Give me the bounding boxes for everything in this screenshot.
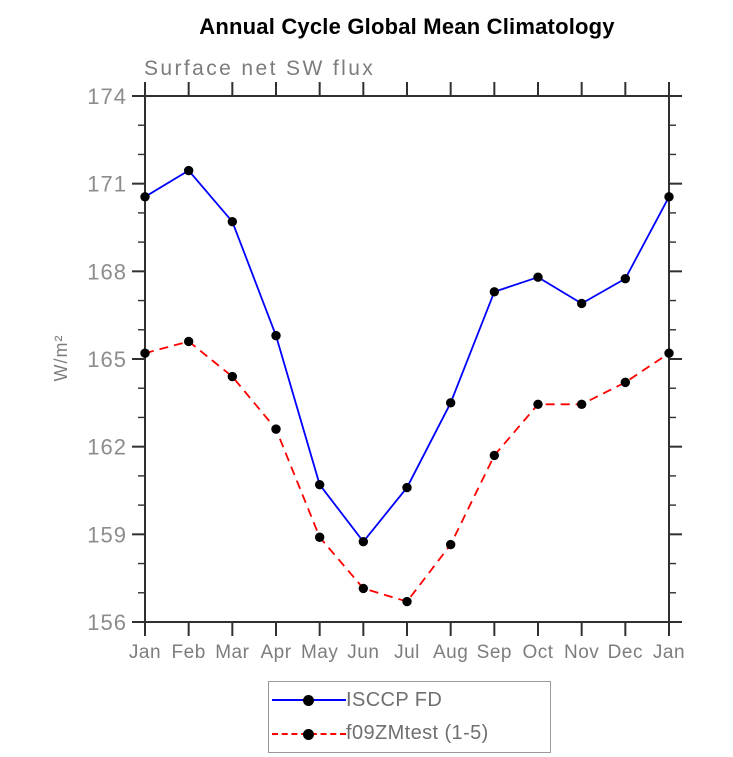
data-point-marker-s0 bbox=[489, 287, 500, 297]
data-point-marker-s0 bbox=[664, 192, 674, 202]
x-tick-label: Aug bbox=[433, 642, 468, 663]
x-tick-label: Apr bbox=[260, 642, 291, 663]
data-point-marker-s1 bbox=[576, 399, 587, 409]
data-point-marker-s0 bbox=[445, 398, 456, 408]
x-tick-label: Oct bbox=[522, 642, 553, 663]
data-point-marker-s1 bbox=[271, 424, 281, 434]
x-tick-label: Nov bbox=[564, 642, 599, 663]
x-tick-label: May bbox=[301, 642, 338, 663]
data-point-marker-s1 bbox=[620, 377, 631, 388]
data-point-marker-s0 bbox=[620, 273, 631, 284]
data-point-marker-s0 bbox=[358, 536, 369, 547]
data-point-marker-s0 bbox=[533, 272, 543, 282]
series-line-1 bbox=[144, 340, 670, 603]
y-tick-label: 168 bbox=[87, 259, 127, 284]
data-point-marker-s0 bbox=[271, 330, 281, 341]
data-point-marker-s1 bbox=[445, 539, 456, 550]
chart-subtitle: Surface net SW flux bbox=[144, 57, 376, 80]
data-point-marker-s1 bbox=[533, 399, 543, 409]
x-tick-label: Feb bbox=[172, 642, 206, 663]
data-point-marker-s1 bbox=[489, 450, 500, 461]
legend-line-sample-solid bbox=[272, 695, 346, 707]
y-tick-label: 165 bbox=[87, 347, 127, 372]
y-tick-label: 162 bbox=[87, 435, 127, 460]
data-point-marker-s0 bbox=[183, 165, 194, 176]
x-tick-label: Jan bbox=[653, 642, 685, 663]
data-point-marker-s0 bbox=[314, 479, 325, 490]
data-point-marker-s1 bbox=[227, 371, 238, 382]
y-tick-label: 174 bbox=[87, 84, 127, 109]
data-point-marker-s1 bbox=[664, 348, 674, 358]
data-point-marker-s1 bbox=[402, 596, 412, 607]
y-tick-label: 159 bbox=[87, 522, 127, 547]
legend-label-f09zmtest: f09ZMtest (1-5) bbox=[346, 722, 489, 745]
y-axis-label: W/m² bbox=[51, 334, 71, 382]
data-point-marker-s1 bbox=[140, 348, 150, 358]
legend-marker-dot-icon bbox=[303, 695, 314, 707]
y-tick-label: 171 bbox=[87, 172, 127, 197]
data-point-marker-s1 bbox=[183, 336, 194, 347]
data-point-marker-s1 bbox=[314, 532, 325, 542]
plot-frame bbox=[144, 95, 670, 623]
x-tick-label: Jul bbox=[394, 642, 420, 663]
legend-item-f09zmtest: f09ZMtest (1-5) bbox=[272, 719, 550, 749]
y-tick-label: 156 bbox=[87, 610, 127, 635]
x-tick-label: Jan bbox=[129, 642, 161, 663]
legend-label-isccp-fd: ISCCP FD bbox=[346, 688, 443, 711]
x-tick-label: Dec bbox=[608, 642, 643, 663]
legend-line-sample-dashed bbox=[272, 728, 346, 740]
legend: ISCCP FD f09ZMtest (1-5) bbox=[268, 681, 551, 753]
data-point-marker-s0 bbox=[140, 192, 150, 202]
legend-marker-dot-icon bbox=[303, 728, 314, 740]
data-point-marker-s0 bbox=[576, 298, 587, 309]
x-tick-label: Jun bbox=[347, 642, 379, 663]
chart-title: Annual Cycle Global Mean Climatology bbox=[199, 14, 615, 39]
x-tick-label: Mar bbox=[215, 642, 249, 663]
data-point-marker-s1 bbox=[358, 583, 369, 594]
x-tick-label: Sep bbox=[477, 642, 512, 663]
data-point-marker-s0 bbox=[227, 216, 238, 227]
data-point-marker-s0 bbox=[402, 482, 412, 493]
legend-item-isccp-fd: ISCCP FD bbox=[272, 685, 550, 715]
